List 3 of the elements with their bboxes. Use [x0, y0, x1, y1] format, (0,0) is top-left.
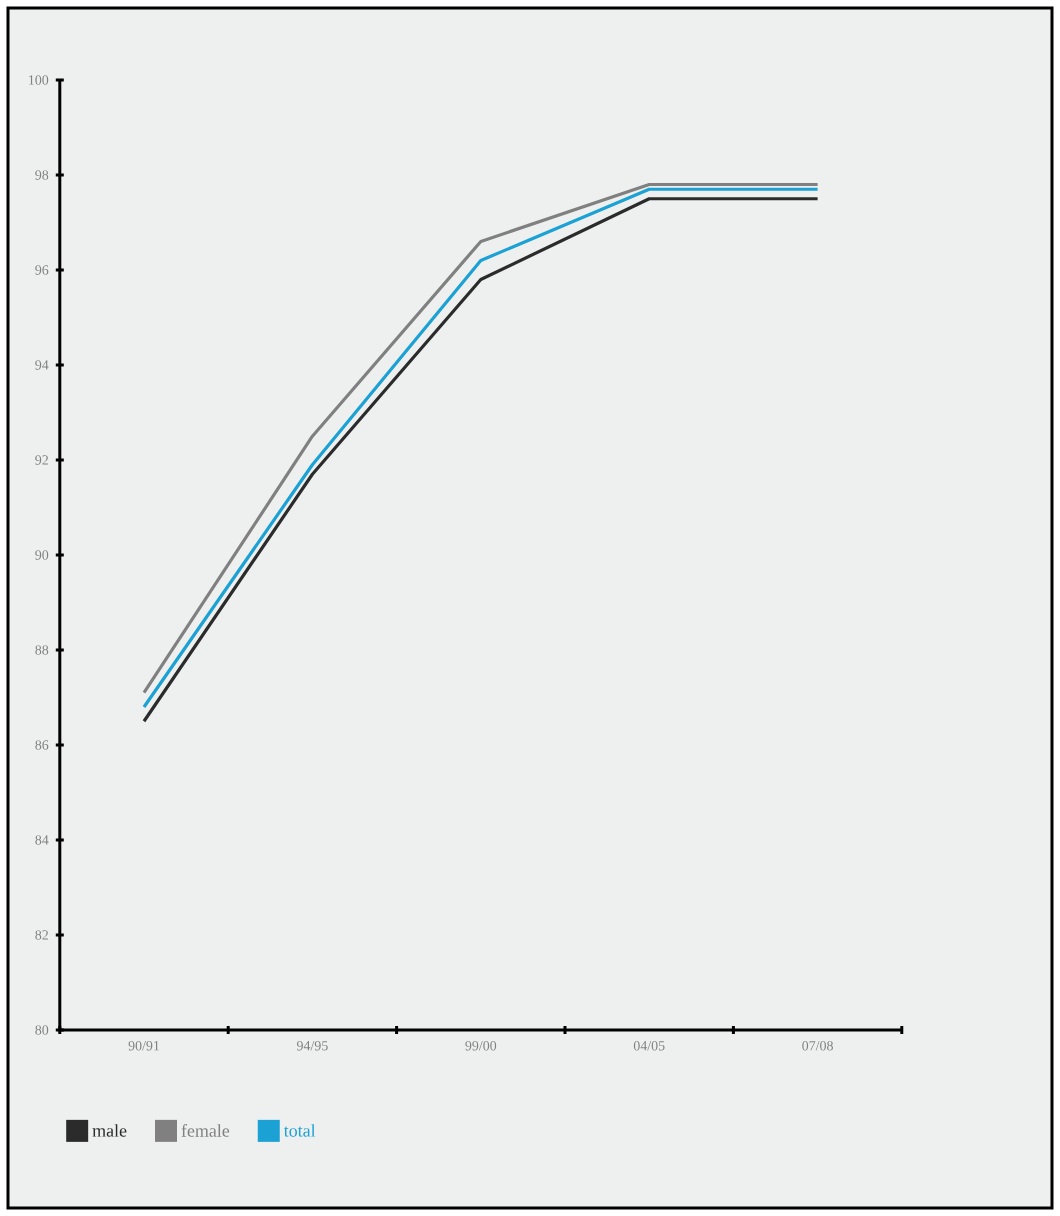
legend-label: female	[181, 1124, 230, 1137]
legend-label: male	[92, 1124, 127, 1137]
legend-label: total	[283, 1124, 316, 1137]
